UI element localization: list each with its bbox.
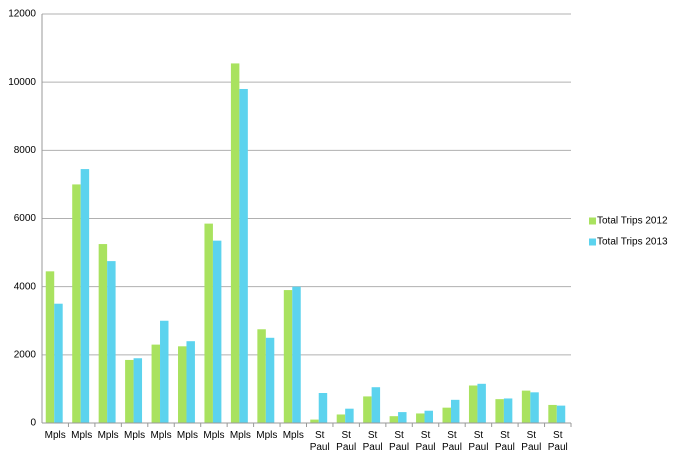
bar <box>98 244 108 423</box>
bar <box>363 396 372 423</box>
legend-marker <box>589 217 596 225</box>
bar <box>133 358 143 423</box>
bar <box>178 346 187 423</box>
x-tick-label: Mpls <box>203 430 225 441</box>
y-tick-label: 8000 <box>14 145 37 156</box>
bar <box>530 392 539 423</box>
bar <box>283 290 293 423</box>
x-tick-label: Mpls <box>176 430 199 441</box>
y-tick-label: 10000 <box>8 77 36 88</box>
x-tick-label: St Paul <box>547 430 568 453</box>
bar <box>318 393 328 423</box>
bar <box>345 408 354 423</box>
bar <box>424 410 433 423</box>
x-tick-label: Mpls <box>124 430 146 441</box>
x-tick-label: Mpls <box>44 430 66 441</box>
x-tick-label: St Paul <box>494 430 515 453</box>
bar <box>398 412 407 423</box>
y-tick-label: 4000 <box>14 281 37 292</box>
bar <box>292 286 301 423</box>
x-tick-label: Mpls <box>71 430 93 441</box>
x-tick-label: St Paul <box>521 430 542 453</box>
x-tick-label: St Paul <box>309 430 330 453</box>
bar <box>548 404 557 423</box>
bar <box>389 416 399 423</box>
bar <box>204 223 213 423</box>
bar <box>468 385 478 423</box>
x-tick-label: St Paul <box>336 430 357 453</box>
bar <box>212 240 222 423</box>
x-tick-label: St Paul <box>468 430 489 453</box>
bar <box>72 184 81 423</box>
bar <box>186 341 195 423</box>
y-tick-label: 6000 <box>14 213 37 224</box>
y-tick-label: 12000 <box>8 9 36 20</box>
legend-marker <box>589 238 596 246</box>
x-tick-label: Mpls <box>282 430 304 441</box>
bar <box>160 320 169 423</box>
bar <box>310 419 319 423</box>
x-tick-label: St Paul <box>389 430 410 453</box>
bar <box>477 383 486 423</box>
bar <box>265 337 275 423</box>
bar <box>495 399 504 423</box>
x-tick-label: Mpls <box>229 430 251 441</box>
x-tick-label: St Paul <box>441 430 462 453</box>
bar <box>54 303 63 423</box>
bar <box>336 414 346 423</box>
bar <box>239 88 248 423</box>
bar <box>257 329 266 423</box>
bar <box>416 413 425 423</box>
bar <box>442 407 451 423</box>
x-tick-label: Mpls <box>97 430 119 441</box>
bar <box>80 169 90 423</box>
bar <box>107 261 116 423</box>
legend-label: Total Trips 2012 <box>597 216 668 227</box>
x-tick-label: St Paul <box>415 430 436 453</box>
bar <box>151 344 161 423</box>
y-tick-label: 0 <box>30 418 36 429</box>
y-tick-label: 2000 <box>14 349 37 360</box>
bar <box>521 390 531 423</box>
legend-label: Total Trips 2013 <box>597 237 668 248</box>
x-tick-label: St Paul <box>362 430 383 453</box>
x-tick-label: Mpls <box>256 430 278 441</box>
bar <box>230 63 240 423</box>
bar <box>503 398 513 423</box>
bar <box>125 359 134 423</box>
bar <box>45 271 55 423</box>
x-tick-label: Mpls <box>150 430 172 441</box>
bar <box>450 399 460 423</box>
bar <box>556 405 566 423</box>
bar <box>371 387 381 423</box>
